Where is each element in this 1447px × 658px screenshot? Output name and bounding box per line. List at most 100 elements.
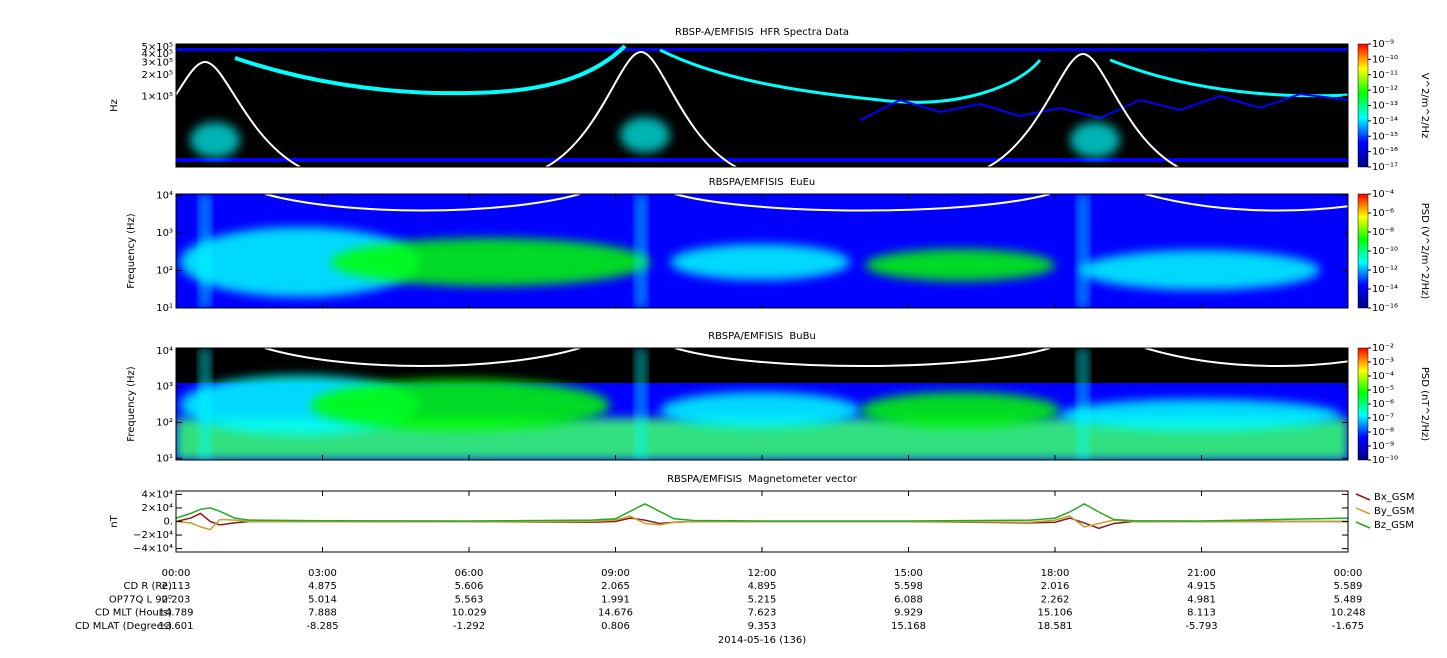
colorbar-tick-label: 10⁻⁴ [1372,189,1394,200]
ephemeris-value: 5.215 [748,594,777,605]
emission [310,379,610,431]
ephemeris-value: 2.203 [162,594,191,605]
x-tick-label: 18:00 [1041,568,1070,579]
x-tick-label: 15:00 [894,568,923,579]
plot-area [176,44,1348,167]
colorbar-tick-label: 10⁻⁸ [1372,427,1394,438]
x-tick-label: 00:00 [162,568,191,579]
colorbar [1357,43,1369,168]
emission [1077,194,1089,308]
ephemeris-label: CD MLT (Hours) [95,608,172,619]
ephemeris-value: 4.981 [1187,594,1216,605]
colorbar-tick-label: 10⁻¹⁶ [1372,303,1398,314]
band [176,158,1348,162]
y-tick-label: −2×10⁴ [133,530,173,541]
emission [1080,250,1320,290]
panel-title: RBSPA/EMFISIS Magnetometer vector [667,474,858,485]
y-tick-label: 2×10⁴ [142,503,173,514]
colorbar-tick-label: 10⁻⁹ [1372,39,1394,50]
legend-swatch [1355,493,1371,501]
spectrogram-background [176,44,1348,167]
y-tick-label: 3×10⁵ [142,58,173,69]
colorbar-tick-label: 10⁻¹⁰ [1372,54,1398,65]
ephemeris-value: 5.014 [308,594,337,605]
emission [199,348,211,460]
colorbar-tick-label: 10⁻¹⁷ [1372,162,1398,173]
gyro-curve [674,348,1051,367]
ephemeris-value: -5.793 [1185,621,1217,632]
band [176,48,1348,51]
y-tick-label: 10² [156,418,173,429]
ephemeris-label: CD R (Re) [124,581,173,592]
x-tick-label: 06:00 [455,568,484,579]
colorbar-tick-label: 10⁻¹² [1372,85,1398,96]
ephemeris-value: 2.016 [1041,581,1070,592]
emission [670,244,850,280]
panel-title: RBSPA/EMFISIS EuEu [709,177,816,188]
colorbar-tick-label: 10⁻¹⁴ [1372,116,1398,127]
colorbar-tick-label: 10⁻¹⁰ [1372,455,1398,466]
ephemeris-value: 9.353 [748,621,777,632]
colorbar-label: V^2/m^2/Hz [1419,73,1430,139]
ephemeris-value: 5.489 [1334,594,1363,605]
x-tick-label: 12:00 [748,568,777,579]
colorbar-tick-label: 10⁻⁶ [1372,208,1394,219]
emission [180,227,420,297]
gyro-curve [1144,194,1348,212]
ephemeris-value: 4.915 [1187,581,1216,592]
y-tick-label: −4×10⁴ [133,544,173,555]
colorbar-tick-label: 10⁻² [1372,343,1394,354]
ephemeris-value: -8.285 [306,621,338,632]
ephemeris-label: CD MLAT (Degrees) [75,621,172,632]
colorbar-tick-label: 10⁻⁹ [1372,441,1394,452]
plasma-line [659,48,1042,104]
ephemeris-value: 4.875 [308,581,337,592]
colorbar-tick-label: 10⁻⁸ [1372,227,1394,238]
y-tick-label: 10³ [156,382,173,393]
noise [859,92,1348,121]
gyro-curve [264,348,581,367]
y-tick-label: 10⁴ [156,191,173,202]
series-line [176,512,1348,530]
legend-swatch [1355,521,1371,529]
ephemeris-value: 5.606 [455,581,484,592]
ephemeris-value: -1.675 [1332,621,1364,632]
x-axis-label: 2014-05-16 (136) [718,635,806,646]
colorbar-tick-label: 10⁻⁶ [1372,399,1394,410]
colorbar [1357,193,1369,309]
panel-title: RBSPA/EMFISIS BuBu [708,331,816,342]
ephemeris-label: OP77Q L 90⁰ [109,594,172,605]
emission [190,122,240,158]
colorbar-tick-label: 10⁻¹⁰ [1372,246,1398,257]
colorbar-tick-label: 10⁻¹² [1372,265,1398,276]
ephemeris-value: 14.789 [159,608,194,619]
ephemeris-value: 7.888 [308,608,337,619]
emission [1060,399,1340,431]
emission [660,392,860,428]
ephemeris-value: 13.601 [159,621,194,632]
emission [1077,348,1089,460]
gyro-curve [987,52,1179,167]
y-axis-label: Hz [109,99,120,112]
colorbar-tick-label: 10⁻⁷ [1372,413,1394,424]
y-tick-label: 1×10⁵ [142,91,173,102]
emission [620,117,670,153]
series-line [176,515,1348,531]
y-tick-label: 10¹ [156,453,173,464]
colorbar [1357,347,1369,461]
emission [635,348,647,460]
y-tick-label: 4×10⁴ [142,489,173,500]
y-axis-label: nT [109,514,120,527]
x-tick-label: 03:00 [308,568,337,579]
plasma-line [234,44,627,96]
panel-title: RBSP-A/EMFISIS HFR Spectra Data [675,27,849,38]
gyro-curve [545,50,737,167]
colorbar-tick-label: 10⁻⁴ [1372,371,1394,382]
emission [860,392,1060,428]
ephemeris-value: 5.598 [894,581,923,592]
ephemeris-value: 5.563 [455,594,484,605]
colorbar-label: PSD (nT^2/Hz) [1419,367,1430,441]
gyro-curve [264,194,581,212]
series-line [176,503,1348,522]
x-tick-label: 21:00 [1187,568,1216,579]
